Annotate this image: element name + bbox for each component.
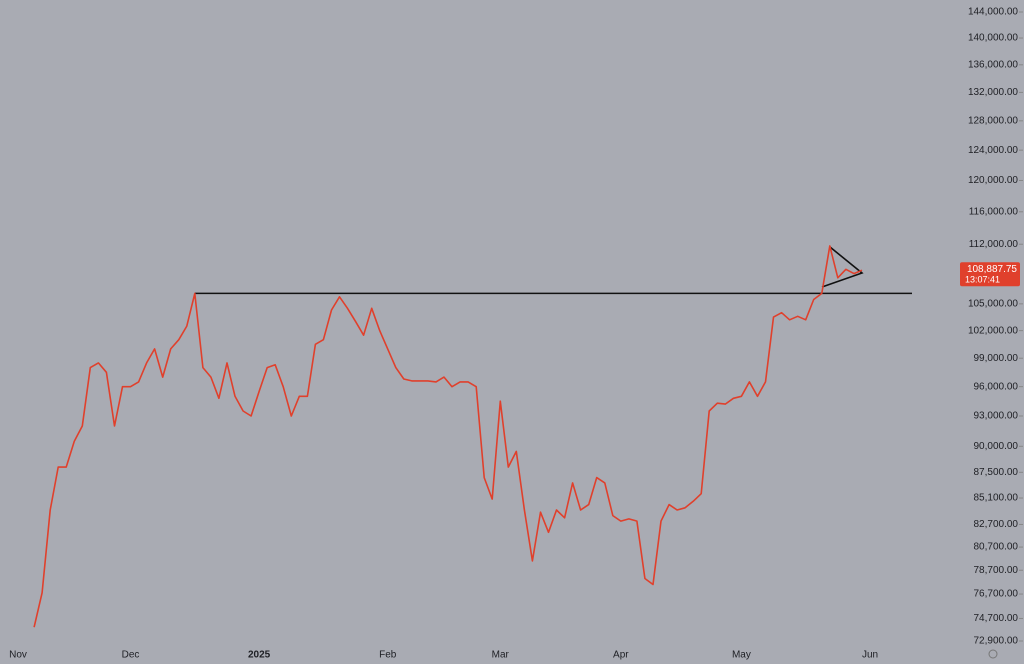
y-tick-label: 99,000.00	[974, 353, 1019, 364]
triangle-pattern	[821, 246, 864, 288]
y-tick-label: 76,700.00	[974, 589, 1019, 600]
y-tick-label: 140,000.00	[968, 33, 1018, 44]
y-tick-label: 87,500.00	[974, 467, 1019, 478]
last-price-label: 108,887.75	[967, 264, 1017, 275]
last-price-box	[960, 262, 1020, 287]
price-line	[33, 245, 863, 628]
last-price-time: 13:07:41	[965, 275, 1000, 285]
y-tick-label: 102,000.00	[968, 325, 1018, 336]
y-tick-label: 128,000.00	[968, 115, 1018, 126]
x-tick-label: Mar	[492, 650, 510, 661]
y-tick-label: 144,000.00	[968, 7, 1018, 18]
x-tick-label: May	[732, 650, 751, 661]
y-tick-label: 82,700.00	[974, 519, 1019, 530]
x-tick-label: Dec	[122, 650, 140, 661]
y-tick-label: 93,000.00	[974, 411, 1019, 422]
y-tick-label: 132,000.00	[968, 87, 1018, 98]
y-tick-label: 72,900.00	[974, 636, 1019, 647]
y-tick-label: 78,700.00	[974, 565, 1019, 576]
y-tick-label: 112,000.00	[969, 239, 1019, 250]
settings-icon[interactable]	[988, 649, 998, 659]
x-tick-label: Jun	[862, 650, 878, 661]
y-tick-label: 105,000.00	[968, 298, 1018, 309]
y-tick-label: 80,700.00	[974, 542, 1019, 553]
x-tick-label: Nov	[9, 650, 27, 661]
y-tick-label: 120,000.00	[968, 175, 1018, 186]
y-tick-label: 74,700.00	[974, 613, 1019, 624]
y-tick-label: 124,000.00	[968, 145, 1018, 156]
x-tick-label: 2025	[248, 650, 271, 661]
y-tick-label: 90,000.00	[974, 441, 1019, 452]
y-tick-label: 96,000.00	[974, 381, 1019, 392]
x-tick-label: Feb	[379, 650, 397, 661]
x-tick-label: Apr	[613, 650, 629, 661]
y-tick-label: 85,100.00	[974, 493, 1019, 504]
y-tick-label: 136,000.00	[968, 59, 1018, 70]
y-tick-label: 116,000.00	[969, 206, 1019, 217]
